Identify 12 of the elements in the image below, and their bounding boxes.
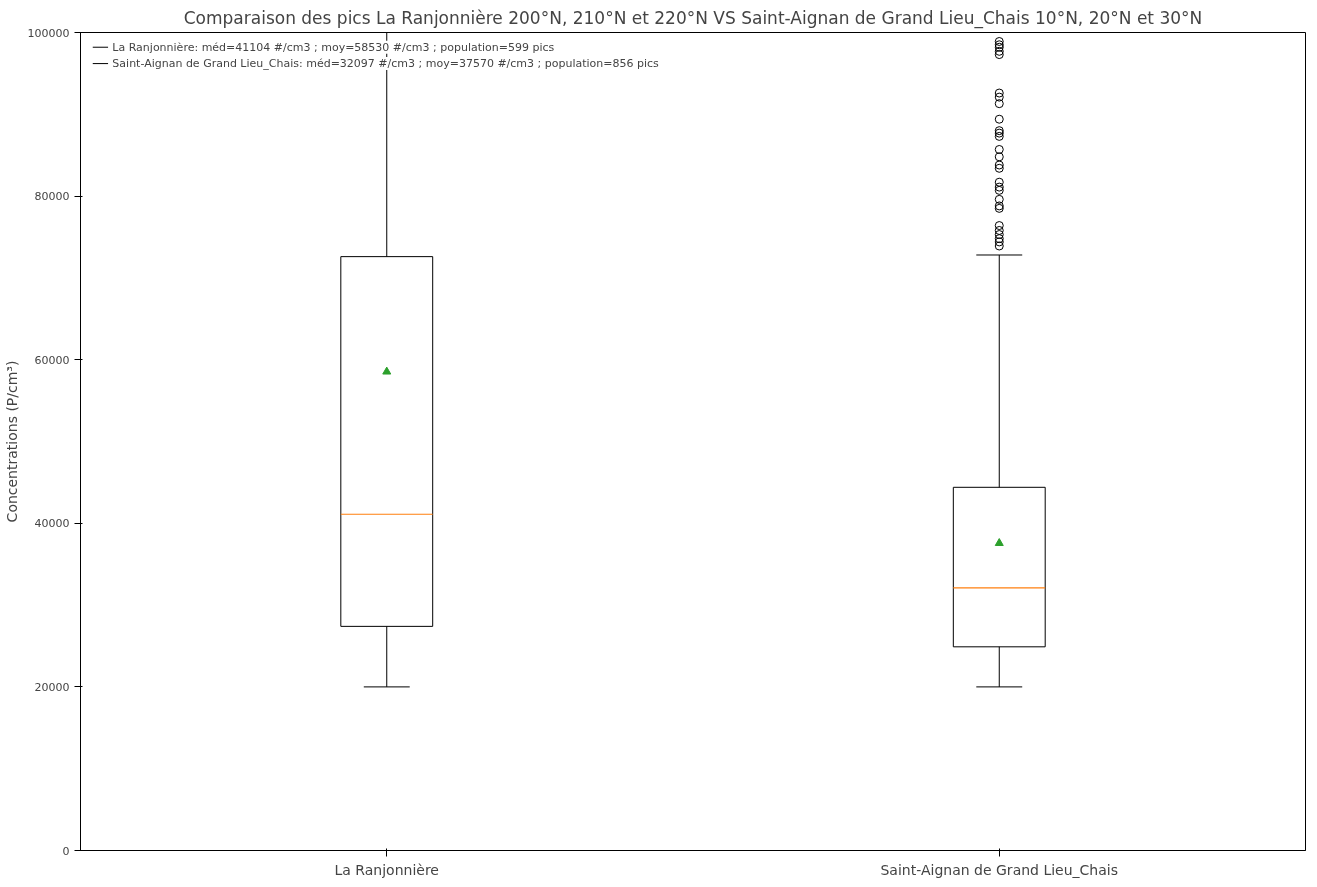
y-tick-label: 0 — [62, 844, 70, 858]
annotation: La Ranjonnière: méd=41104 #/cm3 ; moy=58530 #/cm3 ; population=599 pics — [112, 40, 555, 54]
annotation: Saint-Aignan de Grand Lieu_Chais: méd=32097 #/cm3 ; moy=37570 #/cm3 ; population=856 pics — [112, 57, 660, 71]
y-tick-label: 40000 — [34, 517, 70, 531]
y-axis-title: Concentrations (P/cm³) — [3, 360, 20, 523]
y-tick-label: 60000 — [34, 353, 70, 367]
x-tick-label: Saint-Aignan de Grand Lieu_Chais — [880, 861, 1119, 878]
y-tick-label: 80000 — [34, 190, 70, 204]
y-tick-label: 20000 — [34, 680, 70, 694]
y-tick-label: 100000 — [27, 26, 70, 40]
x-tick-label: La Ranjonnière — [334, 861, 439, 878]
chart-title: Comparaison des pics La Ranjonnière 200°N, 210°N et 220°N VS Saint-Aignan de Grand Lieu_Chais 10°N, 20°N et 30°N — [183, 7, 1203, 29]
